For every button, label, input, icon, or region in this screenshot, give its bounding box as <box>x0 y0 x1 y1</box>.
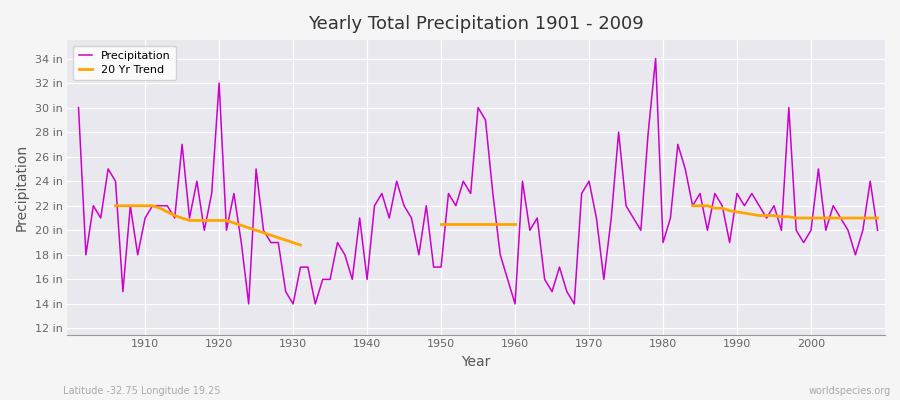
20 Yr Trend <box>192 218 202 223</box>
Precipitation <box>346 277 357 282</box>
Legend: Precipitation, 20 Yr Trend: Precipitation, 20 Yr Trend <box>73 46 176 80</box>
20 Yr Trend <box>236 223 247 228</box>
20 Yr Trend <box>118 203 129 208</box>
Text: Latitude -32.75 Longitude 19.25: Latitude -32.75 Longitude 19.25 <box>63 386 220 396</box>
20 Yr Trend <box>147 203 158 208</box>
Line: 20 Yr Trend: 20 Yr Trend <box>115 206 301 245</box>
Precipitation <box>73 105 84 110</box>
20 Yr Trend <box>176 216 187 220</box>
Title: Yearly Total Precipitation 1901 - 2009: Yearly Total Precipitation 1901 - 2009 <box>309 15 644 33</box>
20 Yr Trend <box>110 203 121 208</box>
20 Yr Trend <box>155 206 166 211</box>
20 Yr Trend <box>288 240 299 245</box>
20 Yr Trend <box>221 218 232 223</box>
Precipitation <box>302 265 313 270</box>
20 Yr Trend <box>162 210 173 214</box>
20 Yr Trend <box>140 203 150 208</box>
20 Yr Trend <box>295 243 306 248</box>
Precipitation <box>243 302 254 306</box>
20 Yr Trend <box>273 235 284 240</box>
20 Yr Trend <box>266 233 276 238</box>
20 Yr Trend <box>243 226 254 230</box>
Precipitation <box>518 179 528 184</box>
20 Yr Trend <box>258 230 269 235</box>
20 Yr Trend <box>199 218 210 223</box>
Y-axis label: Precipitation: Precipitation <box>15 144 29 231</box>
Text: worldspecies.org: worldspecies.org <box>809 386 891 396</box>
Precipitation <box>872 228 883 233</box>
20 Yr Trend <box>132 203 143 208</box>
Precipitation <box>606 216 616 220</box>
Line: Precipitation: Precipitation <box>78 58 878 304</box>
20 Yr Trend <box>213 218 224 223</box>
20 Yr Trend <box>169 213 180 218</box>
Precipitation <box>132 252 143 257</box>
20 Yr Trend <box>251 228 262 233</box>
Precipitation <box>650 56 661 61</box>
20 Yr Trend <box>280 238 291 242</box>
20 Yr Trend <box>229 220 239 225</box>
Precipitation <box>509 302 520 306</box>
20 Yr Trend <box>184 218 195 223</box>
X-axis label: Year: Year <box>462 355 490 369</box>
20 Yr Trend <box>206 218 217 223</box>
20 Yr Trend <box>125 203 136 208</box>
